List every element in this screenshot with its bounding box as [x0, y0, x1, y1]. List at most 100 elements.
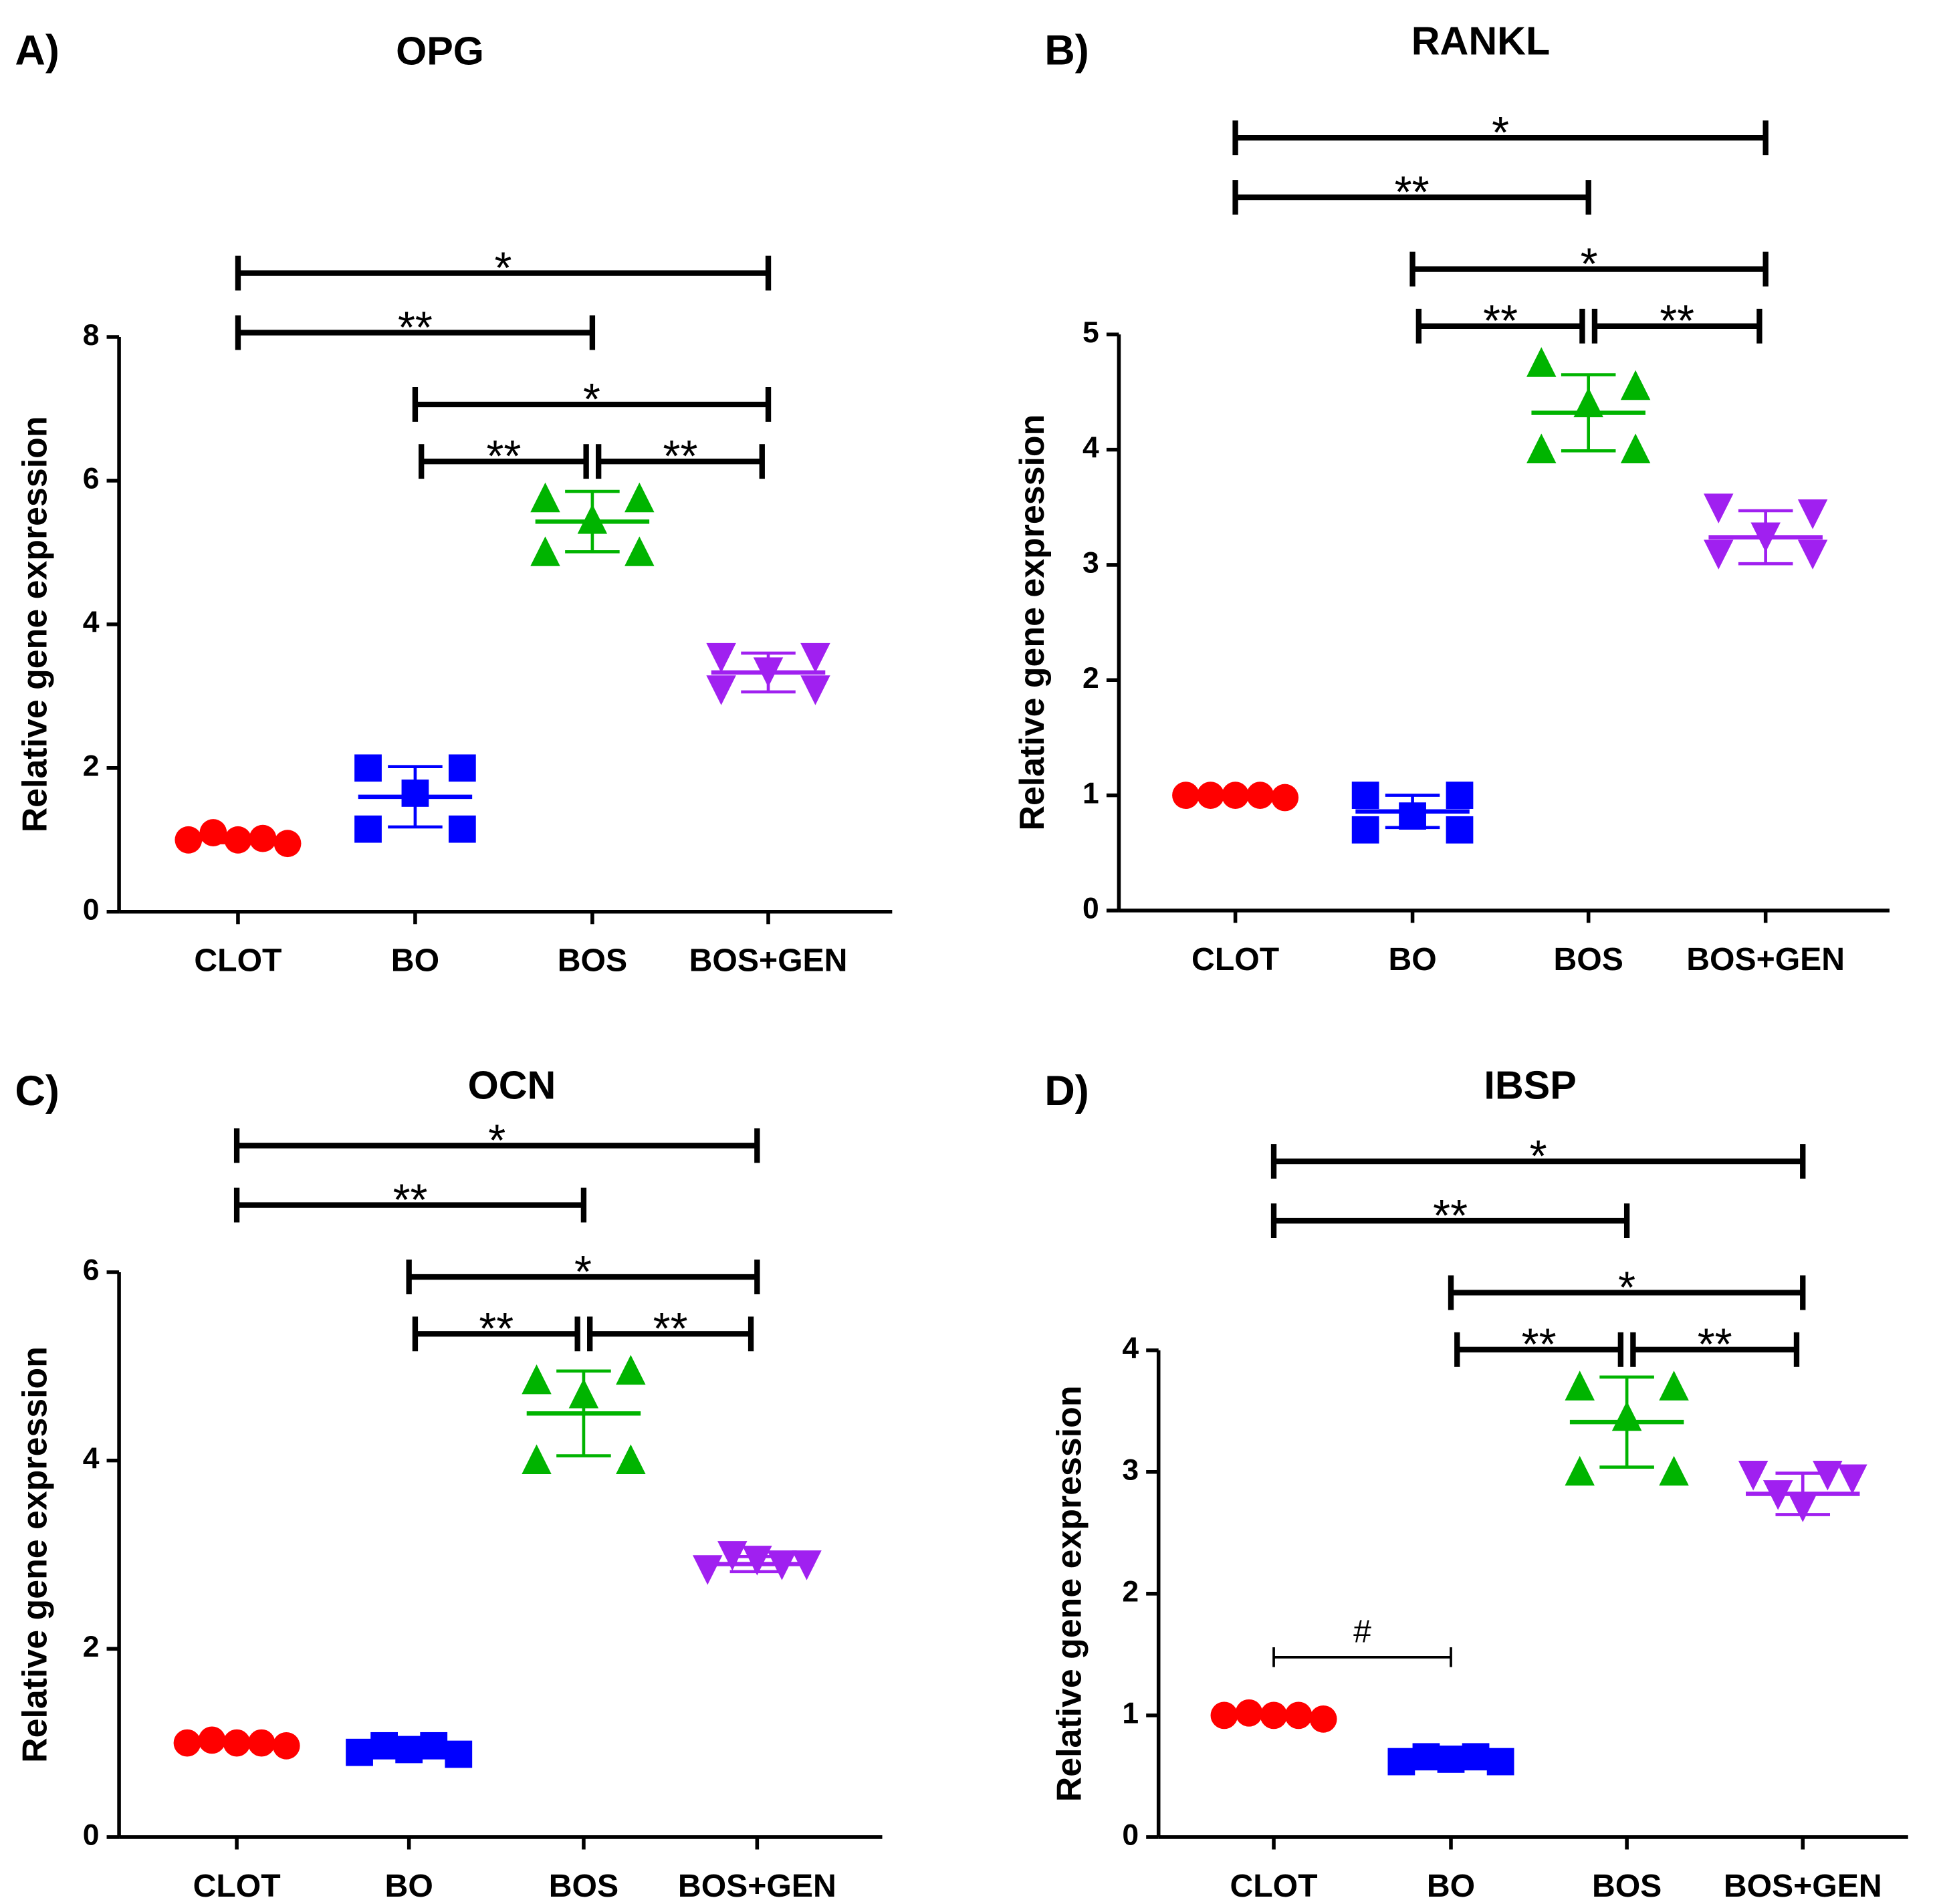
y-tick-label: 0	[1122, 1819, 1139, 1852]
data-point	[692, 1555, 723, 1585]
x-tick-label: BOS+GEN	[1724, 1868, 1882, 1904]
data-point	[1704, 493, 1734, 523]
data-point	[706, 675, 736, 705]
x-tick-label: BOS+GEN	[1686, 941, 1845, 977]
significance-label: **	[653, 1304, 688, 1354]
significance-bracket	[1630, 1332, 1800, 1367]
significance-bracket	[233, 1128, 760, 1163]
data-point	[1309, 1705, 1337, 1733]
data-point	[1659, 1455, 1689, 1486]
x-tick-label: CLOT	[1230, 1868, 1317, 1904]
x-tick-label: BO	[1388, 941, 1436, 977]
significance-bracket	[1270, 1203, 1630, 1238]
significance-bracket	[1415, 308, 1585, 344]
data-point	[706, 642, 736, 673]
significance-bracket	[1232, 120, 1769, 156]
data-point	[1446, 816, 1474, 844]
data-point	[445, 1740, 473, 1768]
data-point	[1620, 433, 1651, 464]
significance-bracket	[1454, 1332, 1624, 1367]
data-point	[1526, 347, 1557, 377]
significance-label: *	[574, 1247, 592, 1297]
y-tick-label: 2	[1083, 662, 1099, 695]
significance-label: **	[486, 432, 521, 481]
data-point	[1813, 1461, 1843, 1491]
data-point	[1797, 499, 1828, 529]
data-point	[1387, 1748, 1415, 1776]
significance-label: **	[1660, 297, 1694, 346]
x-tick-label: CLOT	[1191, 941, 1279, 977]
x-tick-label: BO	[385, 1868, 433, 1904]
significance-label: #	[1353, 1614, 1371, 1650]
data-point	[530, 536, 560, 566]
data-point	[272, 1732, 300, 1760]
data-point	[1565, 1455, 1595, 1486]
y-tick-label: 0	[83, 1819, 100, 1852]
data-point	[448, 815, 476, 843]
y-tick-label: 5	[1083, 316, 1099, 349]
data-point	[1797, 540, 1828, 570]
significance-label: **	[398, 303, 433, 352]
y-tick-label: 4	[83, 1442, 100, 1475]
y-tick-label: 1	[1083, 777, 1099, 810]
significance-bracket	[596, 444, 765, 479]
data-point	[1565, 1371, 1595, 1401]
chart-title: IBSP	[1484, 1063, 1576, 1108]
significance-label: *	[1618, 1263, 1635, 1312]
significance-label: *	[1530, 1132, 1547, 1181]
panel-label: A)	[15, 27, 59, 74]
significance-bracket	[1232, 180, 1591, 215]
y-tick-label: 0	[1083, 892, 1099, 925]
y-tick-label: 3	[1122, 1454, 1139, 1487]
significance-bracket	[1270, 1144, 1806, 1179]
data-point	[616, 1444, 646, 1475]
significance-label: **	[1433, 1191, 1468, 1241]
y-tick-label: 0	[83, 894, 100, 927]
y-tick-label: 2	[83, 1631, 100, 1663]
data-point	[1738, 1461, 1769, 1491]
y-axis-label: Relative gene expression	[15, 416, 53, 833]
significance-bracket	[1591, 308, 1763, 344]
data-point	[354, 754, 382, 782]
significance-bracket	[235, 315, 596, 350]
y-axis-label: Relative gene expression	[1012, 414, 1051, 831]
y-tick-label: 6	[83, 463, 100, 495]
y-tick-label: 2	[83, 750, 100, 783]
significance-bracket	[1272, 1647, 1452, 1667]
data-point	[1351, 782, 1379, 809]
significance-label: **	[1698, 1320, 1732, 1370]
data-point	[1446, 782, 1474, 809]
significance-bracket	[587, 1316, 754, 1352]
x-tick-label: CLOT	[193, 1868, 281, 1904]
data-point	[1271, 784, 1299, 812]
data-point	[273, 830, 302, 858]
significance-label: **	[393, 1175, 428, 1225]
panel-label: D)	[1044, 1068, 1089, 1114]
significance-label: **	[1395, 168, 1430, 217]
significance-label: *	[1492, 108, 1509, 158]
y-tick-label: 4	[1083, 431, 1099, 464]
data-point	[616, 1354, 646, 1385]
y-tick-label: 6	[83, 1254, 100, 1287]
x-tick-label: BOS	[1554, 941, 1623, 977]
significance-label: *	[488, 1116, 505, 1165]
data-point	[624, 482, 655, 513]
x-tick-label: BO	[1427, 1868, 1475, 1904]
data-point	[800, 642, 830, 673]
data-point	[522, 1444, 552, 1475]
data-point	[1704, 540, 1734, 570]
x-tick-label: BOS+GEN	[689, 943, 848, 979]
significance-bracket	[233, 1187, 587, 1223]
y-axis-label: Relative gene expression	[1050, 1385, 1089, 1802]
data-point	[1486, 1748, 1514, 1776]
significance-bracket	[235, 255, 772, 291]
significance-label: **	[663, 432, 698, 481]
chart-title: OCN	[468, 1063, 556, 1108]
x-tick-label: BOS	[549, 1868, 618, 1904]
x-tick-label: CLOT	[194, 943, 281, 979]
data-point	[1526, 433, 1557, 464]
significance-label: *	[1581, 239, 1598, 289]
y-tick-label: 2	[1122, 1576, 1139, 1609]
panel-label: B)	[1044, 27, 1089, 74]
